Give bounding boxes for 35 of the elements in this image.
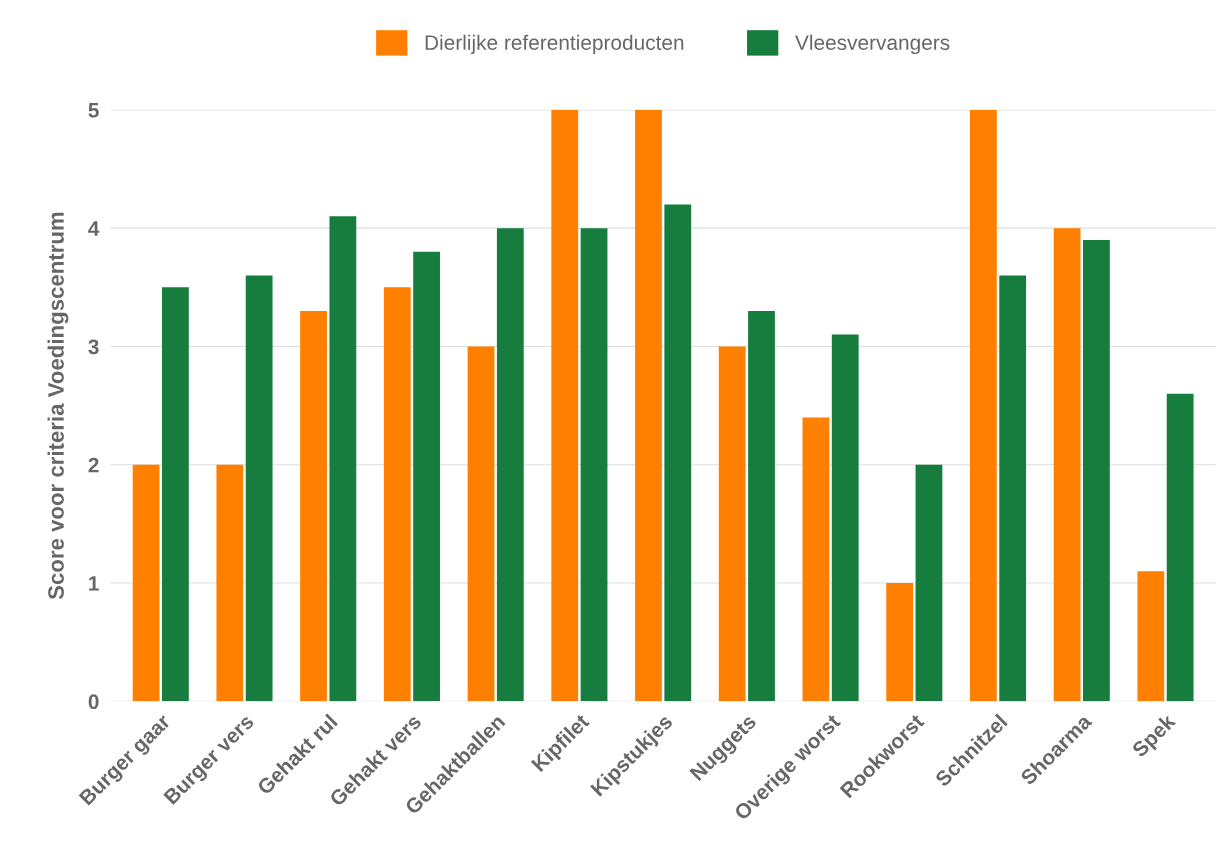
bar xyxy=(915,464,943,702)
bar xyxy=(1137,571,1165,702)
bar xyxy=(496,228,524,702)
bar xyxy=(664,204,692,702)
y-tick-label: 4 xyxy=(88,221,100,236)
y-tick-label: 5 xyxy=(88,103,99,118)
y-tick-label: 3 xyxy=(88,339,99,355)
bar xyxy=(635,109,662,702)
y-tick-label: 1 xyxy=(89,576,99,591)
bar xyxy=(718,346,746,702)
bar xyxy=(162,287,189,702)
legend-label: Vleesvervangers xyxy=(795,34,950,55)
bar xyxy=(132,464,160,702)
bar xyxy=(802,417,830,702)
bar xyxy=(748,310,775,702)
bar xyxy=(999,275,1027,702)
bar xyxy=(216,464,244,702)
bar xyxy=(329,216,357,702)
y-tick-label: 0 xyxy=(88,694,99,710)
bar xyxy=(1053,228,1081,702)
bar xyxy=(1166,393,1194,702)
bar xyxy=(1083,239,1110,702)
bar xyxy=(300,310,327,702)
bar xyxy=(467,346,495,702)
bar xyxy=(413,251,440,702)
bar xyxy=(383,287,411,702)
bar xyxy=(969,109,997,702)
bar xyxy=(831,334,859,702)
bar xyxy=(245,275,273,702)
bar xyxy=(551,109,579,702)
legend-label: Dierlijke referentieproducten xyxy=(425,34,684,55)
bar xyxy=(886,583,914,702)
y-tick-label: 2 xyxy=(88,457,99,473)
bar xyxy=(580,228,608,702)
y-axis-title: Score voor criteria Voedingscentrum xyxy=(47,212,69,600)
